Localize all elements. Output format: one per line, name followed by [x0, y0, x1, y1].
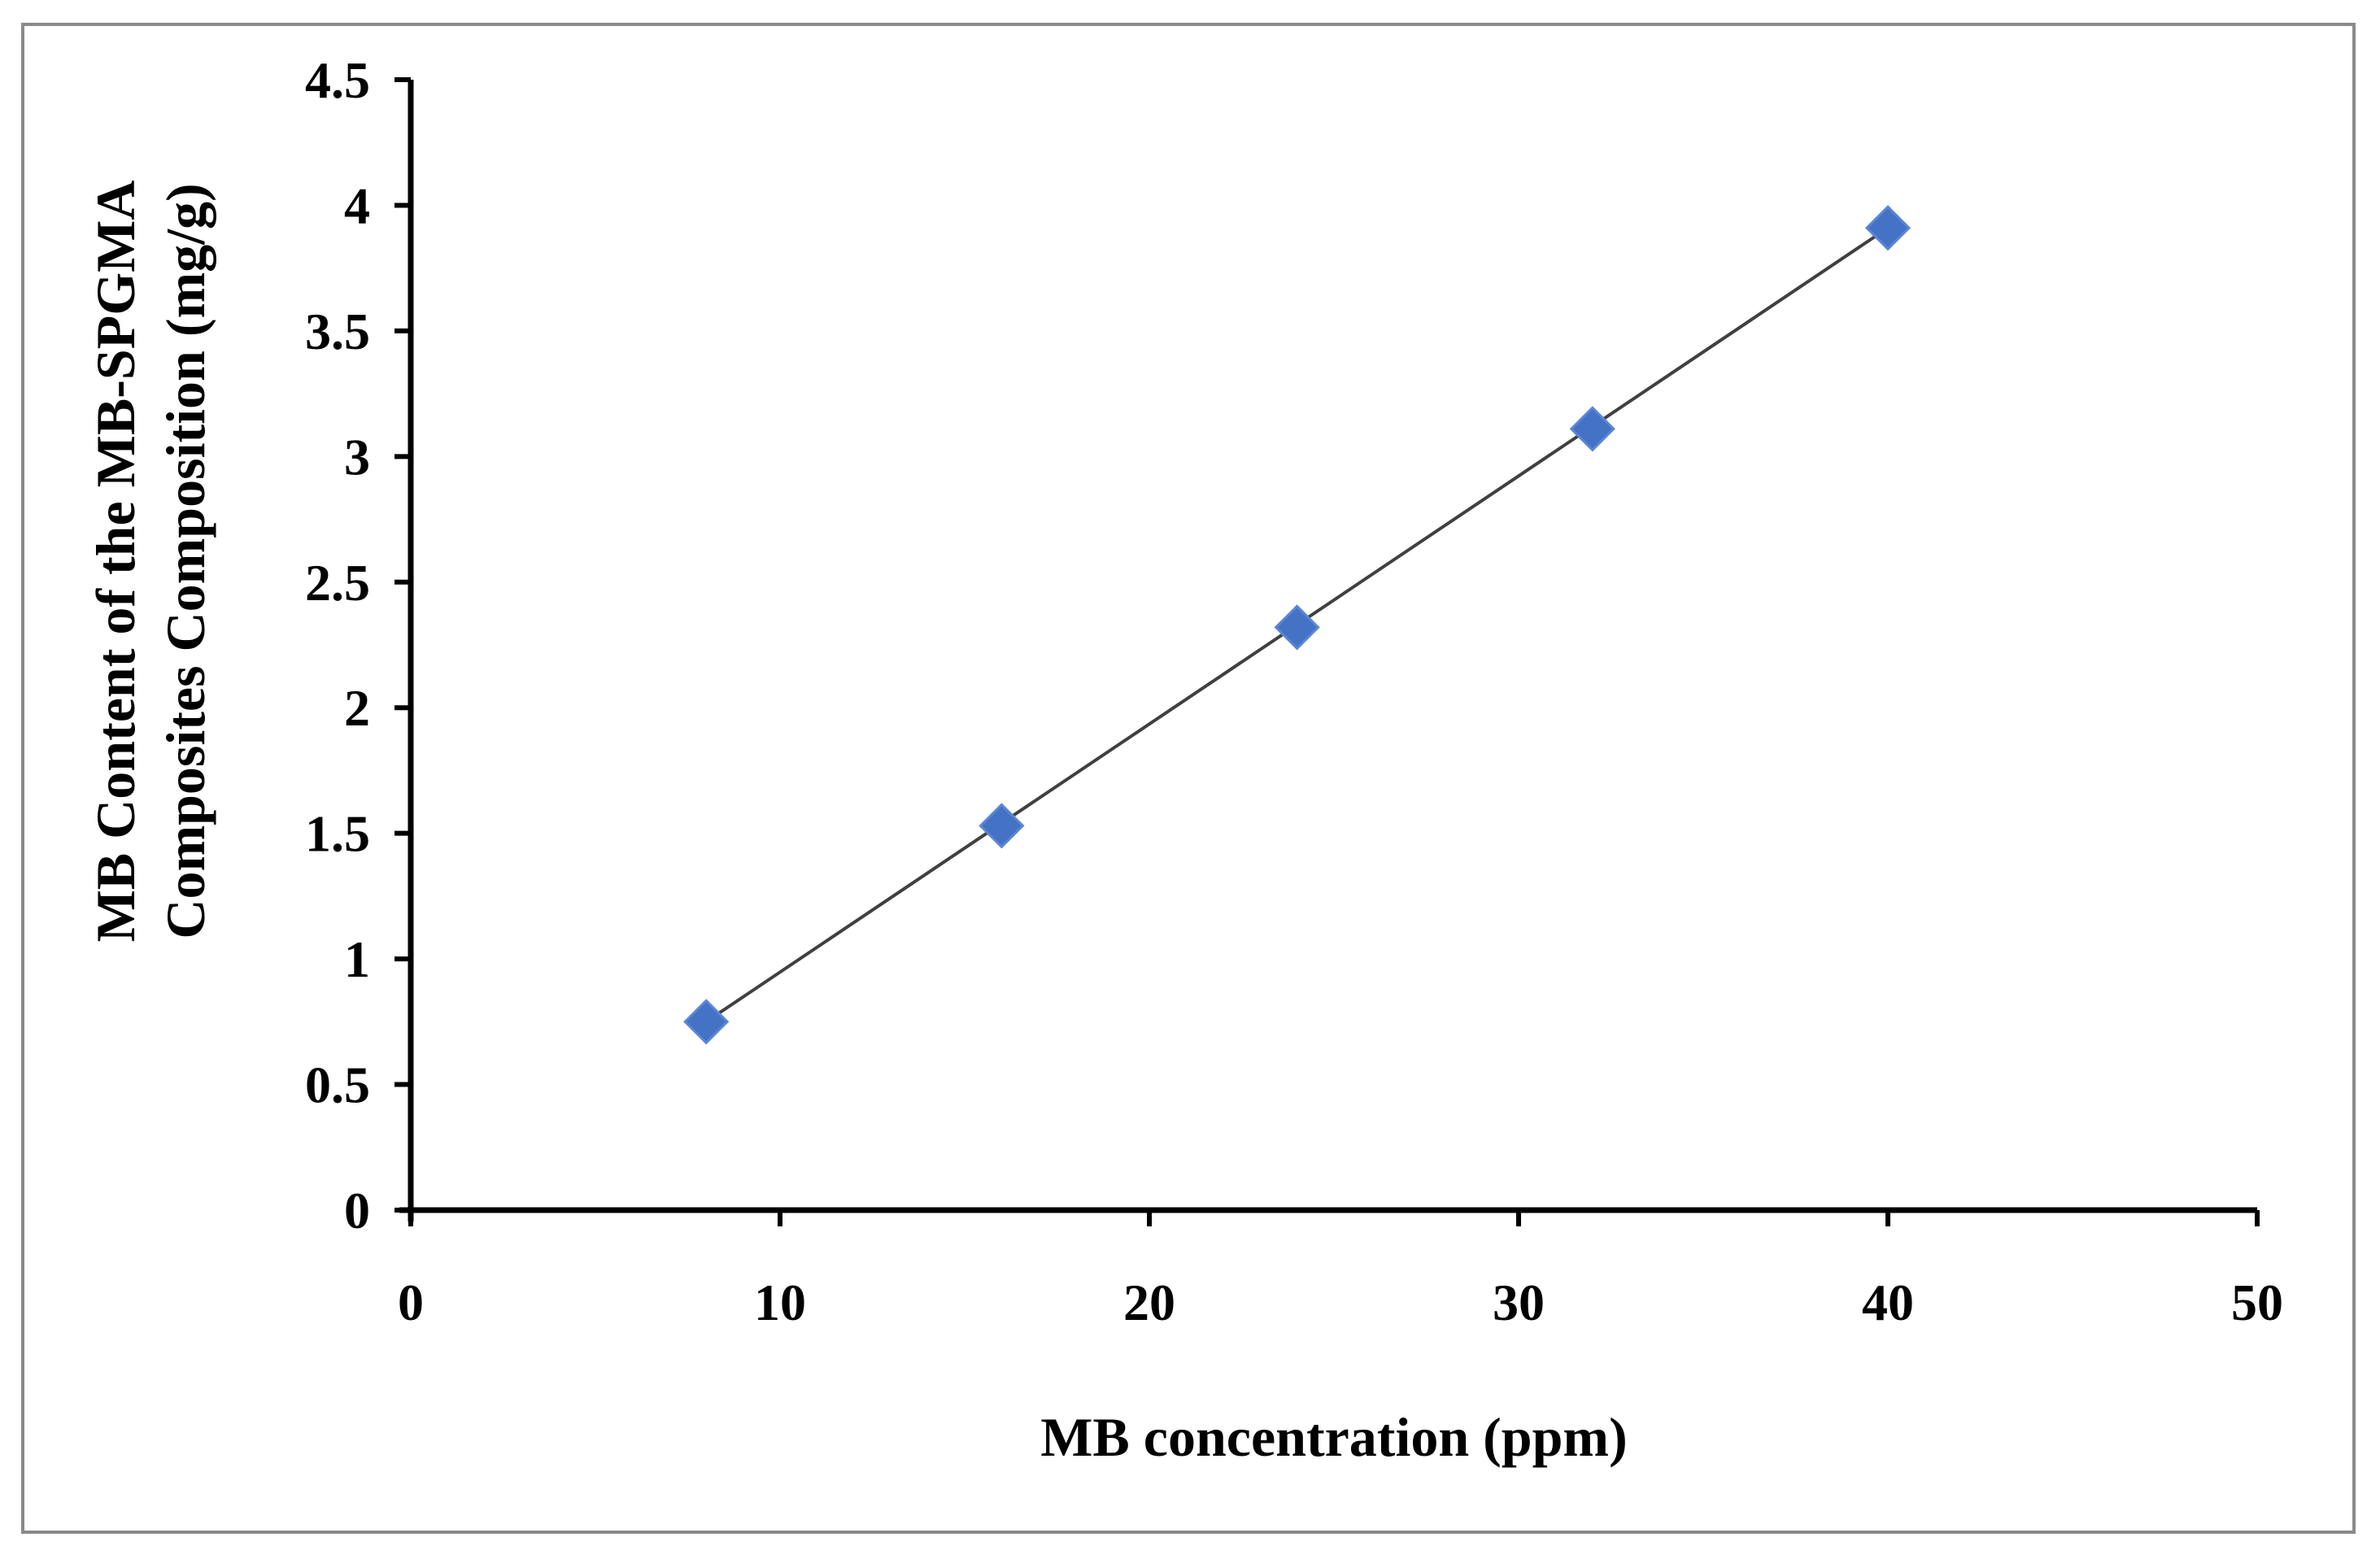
data-point — [683, 999, 730, 1045]
y-tick-label: 1 — [344, 930, 370, 988]
x-tick-label: 40 — [1862, 1274, 1914, 1331]
y-tick-label: 4 — [344, 176, 370, 234]
y-axis-title-line-1: MB Content of the MB-SPGMA — [85, 181, 146, 943]
x-tick-label: 50 — [2231, 1274, 2283, 1331]
data-point — [979, 803, 1025, 849]
x-tick-label: 30 — [1493, 1274, 1545, 1331]
data-point — [1864, 205, 1911, 251]
plot-area: 0 0.5 1 1.5 2 2.5 3 3.5 4 4.5 0 10 20 30 40 50 — [305, 51, 2283, 1331]
x-tick-label: 0 — [398, 1274, 424, 1331]
x-tick-label: 10 — [754, 1274, 806, 1331]
y-axis-title-line-2: Composites Composition (mg/g) — [155, 183, 216, 938]
y-tick-label: 3.5 — [305, 303, 370, 360]
y-tick-label: 1.5 — [305, 805, 370, 863]
y-tick-label: 3 — [344, 428, 370, 486]
y-axis-title: MB Content of the MB-SPGMA Composites Co… — [85, 181, 216, 943]
y-tick-label: 0 — [344, 1182, 370, 1239]
x-axis-title: MB concentration (ppm) — [1040, 1406, 1627, 1468]
data-point — [1274, 604, 1320, 651]
y-tick-label: 4.5 — [305, 51, 370, 109]
y-tick-label: 2 — [344, 679, 370, 737]
y-tick-label: 0.5 — [305, 1056, 370, 1114]
x-tick-label: 20 — [1123, 1274, 1175, 1331]
data-point — [1569, 406, 1615, 452]
y-tick-label: 2.5 — [305, 554, 370, 612]
